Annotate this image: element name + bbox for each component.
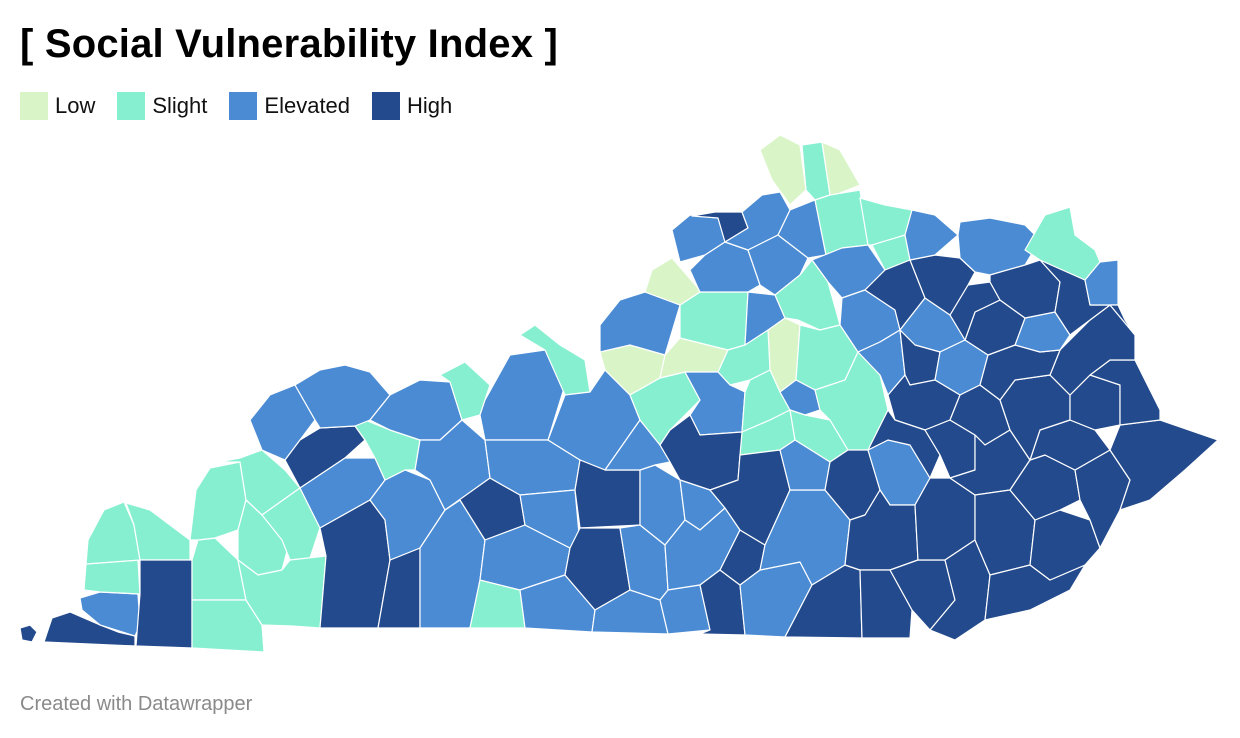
county[interactable] xyxy=(125,502,191,561)
county[interactable] xyxy=(1109,304,1136,336)
legend-swatch-low xyxy=(20,92,48,120)
legend-swatch-elevated xyxy=(229,92,258,120)
county[interactable] xyxy=(717,329,771,386)
county[interactable] xyxy=(1029,509,1101,581)
footer-credit: Created with Datawrapper xyxy=(20,693,253,715)
county[interactable] xyxy=(237,555,327,629)
county[interactable] xyxy=(599,291,681,356)
legend-item-low[interactable]: Low xyxy=(20,92,95,120)
legend-swatch-high xyxy=(372,92,401,120)
legend-label-low: Low xyxy=(55,93,96,118)
county[interactable] xyxy=(83,559,141,595)
county[interactable] xyxy=(135,559,193,649)
county[interactable] xyxy=(904,209,959,261)
legend-label-slight: Slight xyxy=(152,93,208,118)
county[interactable] xyxy=(189,461,247,541)
legend-item-high[interactable]: High xyxy=(372,92,452,120)
county[interactable] xyxy=(519,324,591,396)
county[interactable] xyxy=(1024,206,1101,281)
legend-item-elevated[interactable]: Elevated xyxy=(229,92,350,120)
map-title: [ Social Vulnerability Index ] xyxy=(20,22,558,66)
legend-swatch-slight xyxy=(117,92,146,120)
legend-label-high: High xyxy=(407,93,453,118)
county[interactable] xyxy=(821,141,861,196)
county[interactable] xyxy=(909,254,976,316)
county[interactable] xyxy=(191,599,265,653)
county[interactable] xyxy=(43,611,136,647)
kentucky-county-map xyxy=(19,134,1219,653)
legend: Low Slight Elevated High xyxy=(20,92,474,120)
county[interactable] xyxy=(984,564,1086,621)
legend-label-elevated: Elevated xyxy=(264,93,351,118)
county[interactable] xyxy=(19,624,38,643)
legend-item-slight[interactable]: Slight xyxy=(117,92,207,120)
county[interactable] xyxy=(1109,419,1219,511)
